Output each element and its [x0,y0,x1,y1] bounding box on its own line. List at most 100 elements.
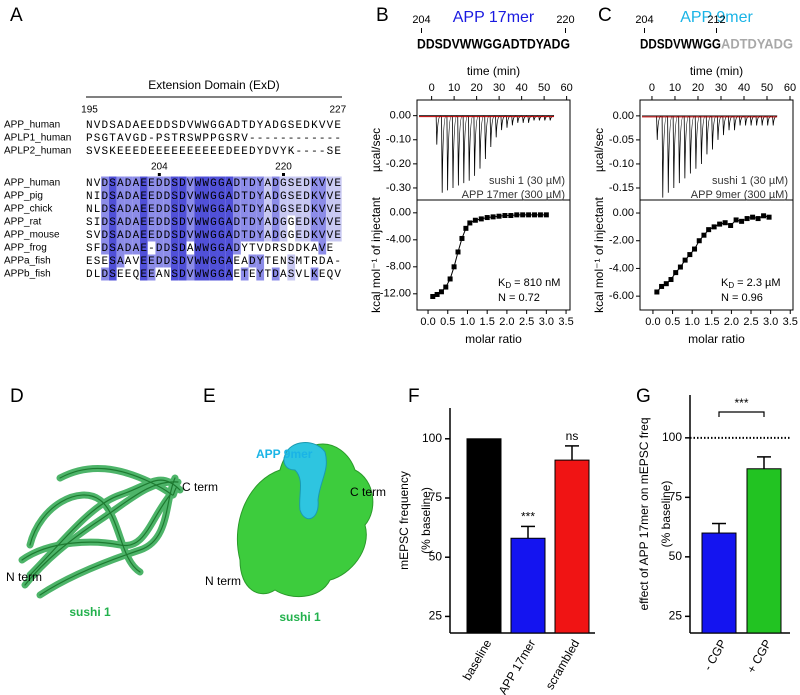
conservation-shade [333,228,342,242]
x-tick-label: 10 [448,82,460,94]
y-tick-label: -0.15 [609,182,634,194]
conservation-shade [194,189,202,203]
conservation-shade [225,176,234,190]
data-point [722,220,728,226]
conservation-shade [186,215,195,229]
sequence: PSGTAVGD-PSTRSWPPGSRV------------ [86,133,342,145]
x-tick-label: APP 17mer [496,637,539,695]
kd-symbol: K [498,277,506,289]
injection-peak [532,115,538,121]
bar [746,468,782,634]
data-point [434,291,440,297]
panel-label: A [10,5,23,26]
sequence-name: APPa_fish [4,256,51,267]
conservation-shade [225,215,234,229]
data-point [654,289,660,295]
data-point [692,246,698,252]
data-point [447,276,453,282]
injection-peak [457,115,463,186]
significance-bracket [718,411,765,417]
conservation-shade [194,254,202,268]
conservation-shade [170,254,179,268]
conservation-shade [139,215,148,229]
peptide-sequence: DDSDVWWGG [640,36,721,52]
conservation-shade [186,189,195,203]
data-point [761,213,767,219]
conservation-shade [116,254,125,268]
conservation-shade [264,215,272,229]
y-axis-label: (% baseline) [659,481,673,548]
conservation-shade [163,254,171,268]
conservation-shade [225,254,234,268]
conservation-shade [202,189,210,203]
peptide-sequence: ADTDYADG [721,36,793,52]
conservation-shade [225,202,234,216]
data-point [750,214,756,220]
conservation-shade [124,241,133,255]
kd-label: KD = 2.3 µM [721,277,781,290]
bar [554,459,590,634]
conservation-shade [101,189,109,203]
injection-peak [705,115,712,155]
injection-peak [755,115,761,126]
injection-peak [484,115,490,160]
injection-peak [495,115,501,138]
domain-title: Extension Domain (ExD) [148,78,279,92]
terminus-label: N term [6,570,42,584]
conservation-shade [217,228,226,242]
data-point [526,212,532,218]
conservation-shade [310,215,319,229]
data-point [508,213,514,219]
injection-peak [451,115,458,188]
x-tick-label: 50 [761,82,773,94]
x-tick-label: 0.5 [440,316,455,328]
x-tick-label: scrambled [543,637,583,692]
panel-label: B [376,5,389,26]
conservation-shade [139,267,148,281]
injection-peak [522,115,528,123]
data-point [484,215,490,221]
conservation-shade [124,228,133,242]
conservation-shade [178,189,187,203]
conservation-shade [108,267,117,281]
conservation-shade [225,241,234,255]
injection-peak [761,115,767,126]
sequence-name: APP_rat [4,217,41,228]
structure-name: sushi 1 [279,610,321,624]
conservation-shade [178,228,187,242]
data-point [659,283,665,289]
stoichiometry-label: N = 0.72 [498,292,540,304]
y-tick-label: 75 [429,490,443,504]
conservation-shade [139,176,148,190]
data-point [682,257,688,263]
conservation-shade [256,176,265,190]
conservation-shade [170,241,179,255]
sequence: SVDSADAEEDDSDVWWGGADTDYADGGEDKVVE [86,230,342,242]
conservation-shade [124,215,133,229]
conservation-shade [170,189,179,203]
bar [510,537,546,634]
y-tick-label: -6.00 [609,290,634,302]
sequence-name: APP_human [4,178,60,189]
injection-peak [549,115,555,121]
conservation-shade [108,202,117,216]
x-tick-label: 0.0 [645,316,660,328]
conservation-shade [147,202,156,216]
conservation-shade [178,202,187,216]
y-axis-label: kcal mol⁻¹ of injectant [592,196,606,312]
y-tick-label: 50 [429,549,443,563]
sequence-name: APLP2_human [4,146,71,157]
conservation-shade [233,215,241,229]
conservation-shade [186,176,195,190]
sequence-name: APPb_fish [4,269,51,280]
bar [466,438,502,634]
conservation-shade [194,228,202,242]
injection-peak [700,115,706,164]
conservation-shade [318,241,327,255]
conservation-shade [256,202,265,216]
injection-peak [738,115,745,126]
data-point [430,294,436,300]
conservation-shade [155,254,164,268]
conservation-shade [101,228,109,242]
peptide-label: APP 9mer [256,447,313,461]
